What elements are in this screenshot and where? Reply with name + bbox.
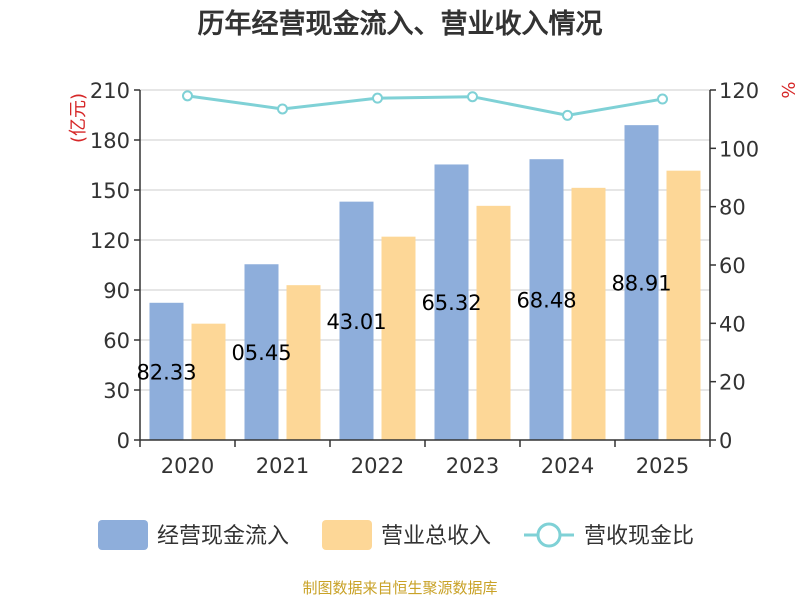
x-tick-label: 2021	[256, 454, 309, 478]
y-left-tick-label: 150	[90, 179, 130, 203]
source-note: 制图数据来自恒生聚源数据库	[302, 579, 497, 597]
bar-value-label: 68.48	[516, 289, 576, 313]
x-tick-label: 2024	[541, 454, 594, 478]
y-right-tick-label: 0	[719, 429, 732, 453]
ratio-line-path	[187, 94, 663, 117]
legend-marker-ratio	[536, 522, 562, 548]
ratio-point	[467, 91, 478, 103]
y-left-tick-label: 30	[103, 379, 130, 403]
y-right-unit: %	[777, 81, 798, 98]
ratio-point	[372, 92, 383, 104]
bar-cash-inflow	[434, 164, 469, 440]
bar-labels: 82.33 05.45 43.01 65.32 68.48 88.91	[136, 272, 671, 385]
bar-cash-inflow	[244, 264, 279, 440]
bar-value-label: 88.91	[611, 272, 671, 296]
ratio-point	[277, 103, 288, 115]
y-right-tick-label: 40	[719, 312, 746, 336]
bar-cash-inflow	[339, 201, 374, 440]
y-left-tick-label: 210	[90, 79, 130, 103]
ratio-line	[182, 90, 668, 121]
y-left-tick-label: 120	[90, 229, 130, 253]
gridlines	[140, 89, 710, 391]
legend-swatch-cash-inflow	[98, 520, 148, 550]
y-left-tick-label: 90	[103, 279, 130, 303]
bar-revenue	[381, 236, 416, 440]
y-right-tick-label: 60	[719, 254, 746, 278]
y-left-tick-label: 60	[103, 329, 130, 353]
ratio-point	[657, 93, 668, 105]
x-tick-label: 2025	[636, 454, 689, 478]
legend-label-ratio: 营收现金比	[584, 524, 694, 549]
bar-value-label: 82.33	[136, 360, 196, 384]
legend: 经营现金流入 营业总收入 营收现金比	[98, 520, 694, 550]
y-left-unit: (亿元)	[68, 93, 89, 143]
bar-revenue	[191, 323, 226, 440]
legend-swatch-revenue	[322, 520, 372, 550]
bar-cash-inflow	[529, 159, 564, 440]
legend-label-revenue: 营业总收入	[381, 524, 491, 549]
y-right-tick-label: 120	[719, 79, 759, 103]
bar-value-label: 05.45	[231, 341, 291, 365]
bar-revenue	[571, 187, 606, 440]
bar-revenue	[286, 285, 321, 440]
bars	[149, 125, 701, 441]
ratio-point	[562, 109, 573, 121]
bar-revenue	[666, 170, 701, 440]
chart-title: 历年经营现金流入、营业收入情况	[198, 8, 603, 40]
ratio-point	[182, 90, 193, 102]
bar-cash-inflow	[149, 302, 184, 440]
bar-cash-inflow	[624, 125, 659, 441]
y-left-tick-label: 0	[117, 429, 130, 453]
legend-label-cash-inflow: 经营现金流入	[157, 524, 289, 549]
bar-revenue	[476, 205, 511, 440]
y-left-tick-label: 180	[90, 129, 130, 153]
y-right-tick-label: 20	[719, 371, 746, 395]
axes: 0 30 60 90 120 150 180 210 0 20 40 60 80 100 120 2020 20…	[90, 79, 759, 478]
y-right-tick-label: 80	[719, 196, 746, 220]
x-tick-label: 2022	[351, 454, 404, 478]
bar-value-label: 65.32	[421, 291, 481, 315]
bar-value-label: 43.01	[326, 310, 386, 334]
x-tick-label: 2020	[161, 454, 214, 478]
y-right-tick-label: 100	[719, 137, 759, 161]
x-tick-label: 2023	[446, 454, 499, 478]
